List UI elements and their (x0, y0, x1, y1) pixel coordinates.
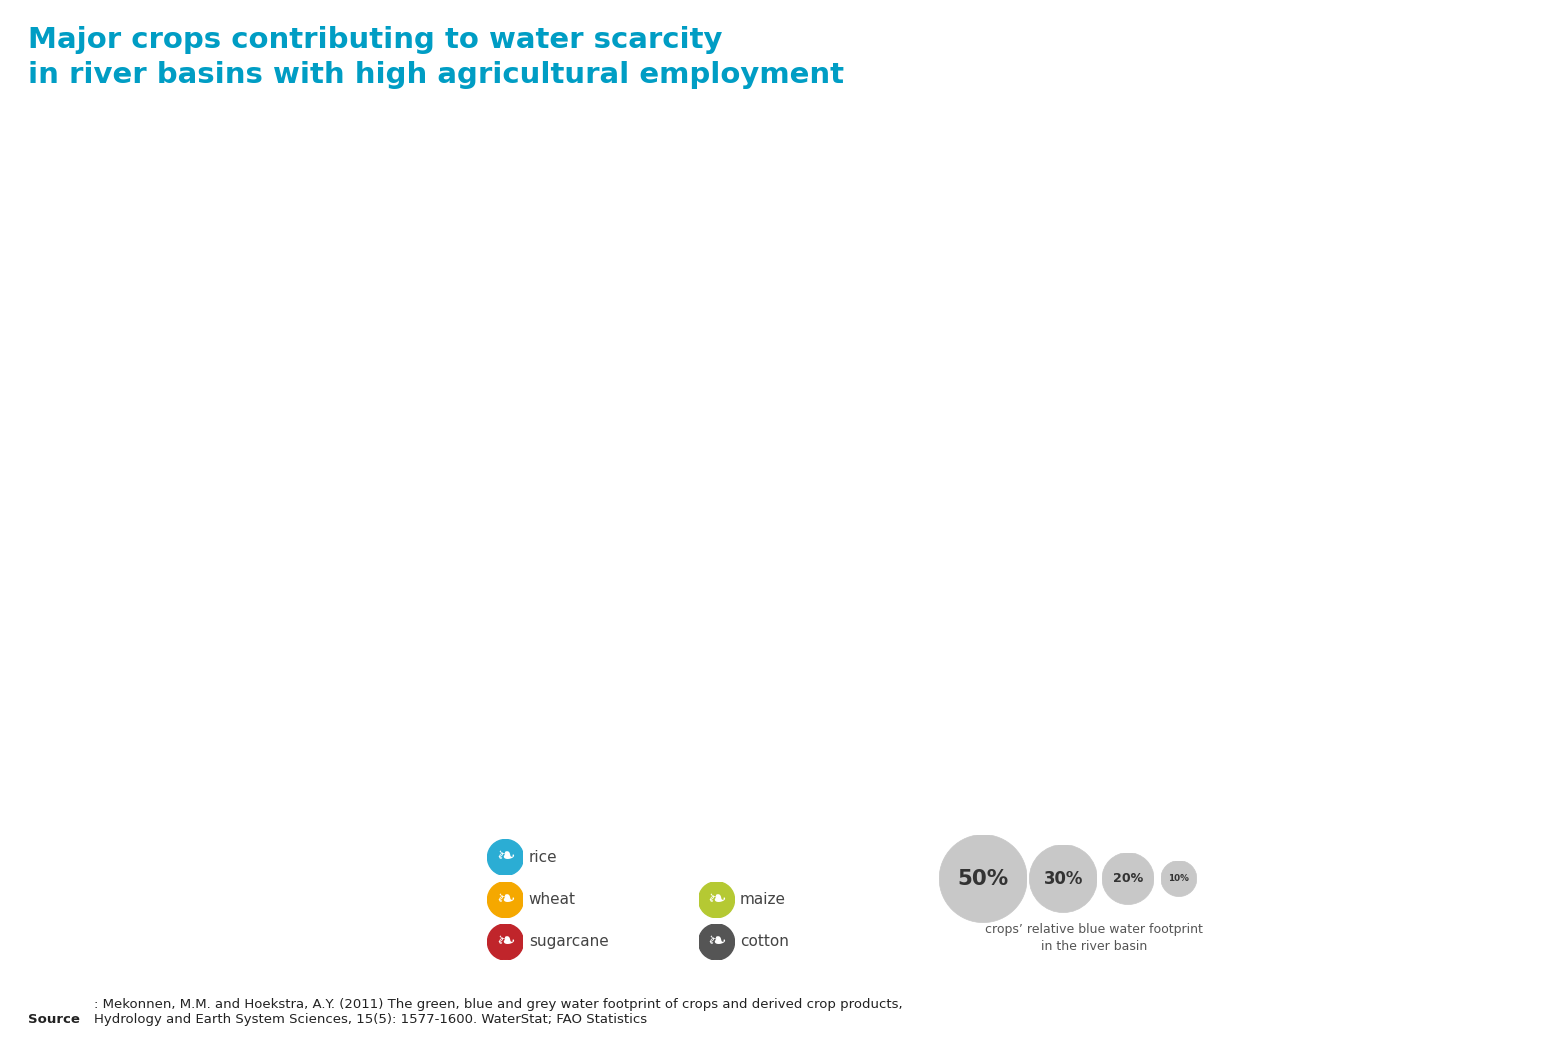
Circle shape (698, 924, 735, 960)
Text: 10%: 10% (1168, 874, 1190, 883)
Text: ❧: ❧ (707, 890, 726, 909)
Circle shape (938, 834, 1028, 923)
Circle shape (698, 882, 735, 918)
Text: cotton: cotton (740, 935, 789, 949)
Text: ❧: ❧ (707, 932, 726, 951)
Circle shape (487, 924, 524, 960)
Text: rice: rice (529, 850, 558, 865)
Text: : Mekonnen, M.M. and Hoekstra, A.Y. (2011) The green, blue and grey water footpr: : Mekonnen, M.M. and Hoekstra, A.Y. (201… (94, 998, 903, 1026)
Text: ❧: ❧ (496, 932, 515, 951)
Text: 20%: 20% (1113, 872, 1143, 885)
Circle shape (1029, 845, 1097, 912)
Text: wheat: wheat (529, 892, 576, 907)
Text: ❧: ❧ (496, 848, 515, 867)
Text: 30%: 30% (1043, 869, 1083, 888)
Circle shape (487, 882, 524, 918)
Text: 50%: 50% (957, 869, 1009, 888)
Circle shape (1160, 861, 1197, 897)
Circle shape (487, 840, 524, 875)
Text: Source: Source (28, 1014, 80, 1026)
Text: crops’ relative blue water footprint
in the river basin: crops’ relative blue water footprint in … (985, 923, 1204, 953)
Text: maize: maize (740, 892, 786, 907)
Text: ❧: ❧ (496, 890, 515, 909)
Circle shape (1102, 852, 1154, 905)
Text: Major crops contributing to water scarcity
in river basins with high agricultura: Major crops contributing to water scarci… (28, 26, 844, 89)
Text: sugarcane: sugarcane (529, 935, 609, 949)
